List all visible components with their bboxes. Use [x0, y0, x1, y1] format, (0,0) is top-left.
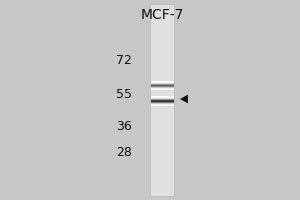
Text: 55: 55 — [116, 88, 132, 100]
Text: 36: 36 — [116, 119, 132, 132]
Text: 72: 72 — [116, 53, 132, 66]
Text: 28: 28 — [116, 146, 132, 158]
Polygon shape — [180, 95, 188, 103]
Bar — [150, 4, 174, 196]
Text: MCF-7: MCF-7 — [140, 8, 184, 22]
